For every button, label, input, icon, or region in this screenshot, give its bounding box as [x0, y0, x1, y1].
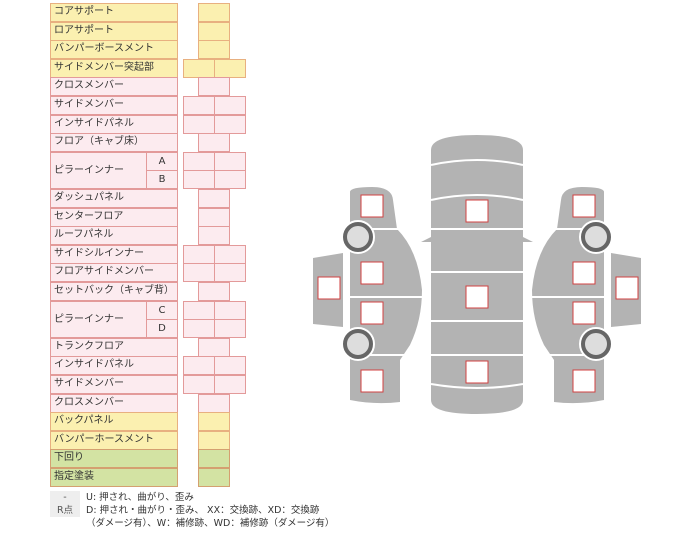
row-sublabel: B	[146, 170, 178, 190]
wheel-icon	[581, 329, 611, 359]
damage-cell[interactable]	[198, 207, 230, 227]
wheel-icon	[343, 329, 373, 359]
damage-cell[interactable]	[198, 40, 230, 60]
damage-cell[interactable]	[198, 337, 230, 357]
wheel-icon	[343, 222, 373, 252]
damage-cell[interactable]	[198, 3, 230, 23]
damage-marker[interactable]	[465, 360, 489, 384]
legend-text: U: 押され、曲がり、歪み	[86, 492, 194, 503]
row-label: バックパネル	[50, 412, 178, 432]
row-label: ダッシュパネル	[50, 189, 178, 209]
damage-marker[interactable]	[360, 194, 384, 218]
car-top-body	[421, 135, 533, 414]
damage-cell[interactable]	[214, 114, 246, 134]
row-sublabel: A	[146, 151, 178, 171]
damage-marker[interactable]	[317, 276, 341, 300]
wheel-icon	[581, 222, 611, 252]
damage-marker[interactable]	[360, 261, 384, 285]
damage-cell[interactable]	[214, 300, 246, 320]
damage-cell[interactable]	[214, 319, 246, 339]
row-label: フロア（キャブ床）	[50, 133, 178, 153]
damage-cell[interactable]	[198, 282, 230, 302]
row-label: バンパーホースメント	[50, 430, 178, 450]
damage-cell[interactable]	[214, 263, 246, 283]
legend-tag: R点	[50, 504, 80, 517]
row-label: サイドメンバー突起部	[50, 58, 178, 78]
row-sublabel: D	[146, 319, 178, 339]
damage-marker[interactable]	[360, 301, 384, 325]
row-label: サイドメンバー	[50, 375, 178, 395]
row-label: インサイドパネル	[50, 114, 178, 134]
damage-cell[interactable]	[198, 77, 230, 97]
damage-marker[interactable]	[572, 301, 596, 325]
damage-marker[interactable]	[572, 261, 596, 285]
damage-cell[interactable]	[198, 226, 230, 246]
damage-cell[interactable]	[214, 58, 246, 78]
row-label: 下回り	[50, 449, 178, 469]
row-label: センターフロア	[50, 207, 178, 227]
row-label: クロスメンバー	[50, 393, 178, 413]
damage-marker[interactable]	[572, 369, 596, 393]
row-label: ルーフパネル	[50, 226, 178, 246]
damage-cell[interactable]	[198, 412, 230, 432]
damage-cell[interactable]	[214, 375, 246, 395]
row-label: サイドメンバー	[50, 96, 178, 116]
damage-cell[interactable]	[214, 244, 246, 264]
damage-marker[interactable]	[465, 199, 489, 223]
legend-tag: -	[50, 491, 80, 504]
row-label: コアサポート	[50, 3, 178, 23]
damage-cell[interactable]	[198, 393, 230, 413]
legend: - U: 押され、曲がり、歪み R点 D: 押され・曲がり・歪み、 XX：交換跡、X…	[50, 491, 334, 530]
damage-cell[interactable]	[214, 151, 246, 171]
damage-marker[interactable]	[615, 276, 639, 300]
row-label: サイドシルインナー	[50, 244, 178, 264]
damage-cell[interactable]	[198, 449, 230, 469]
row-label: セットバック（キャブ背）	[50, 282, 178, 302]
damage-cell[interactable]	[198, 21, 230, 41]
row-label: インサイドパネル	[50, 356, 178, 376]
row-label: ロアサポート	[50, 21, 178, 41]
row-label: 指定塗装	[50, 468, 178, 488]
damage-cell[interactable]	[214, 170, 246, 190]
damage-marker[interactable]	[465, 285, 489, 309]
damage-marker[interactable]	[572, 194, 596, 218]
damage-cell[interactable]	[198, 430, 230, 450]
row-label: トランクフロア	[50, 337, 178, 357]
damage-cell[interactable]	[214, 356, 246, 376]
row-sublabel: C	[146, 300, 178, 320]
row-label: ピラーインナー	[50, 300, 147, 339]
damage-cell[interactable]	[214, 96, 246, 116]
legend-text: D: 押され・曲がり・歪み、 XX：交換跡、XD：交換跡	[86, 505, 320, 516]
row-label: クロスメンバー	[50, 77, 178, 97]
damage-cell[interactable]	[198, 189, 230, 209]
legend-text: （ダメージ有）、W：補修跡、WD：補修跡（ダメージ有）	[86, 518, 335, 529]
damage-cell[interactable]	[198, 133, 230, 153]
damage-cell[interactable]	[198, 468, 230, 488]
damage-marker[interactable]	[360, 369, 384, 393]
row-label: ピラーインナー	[50, 151, 147, 190]
row-label: バンパーボースメント	[50, 40, 178, 60]
row-label: フロアサイドメンバー	[50, 263, 178, 283]
